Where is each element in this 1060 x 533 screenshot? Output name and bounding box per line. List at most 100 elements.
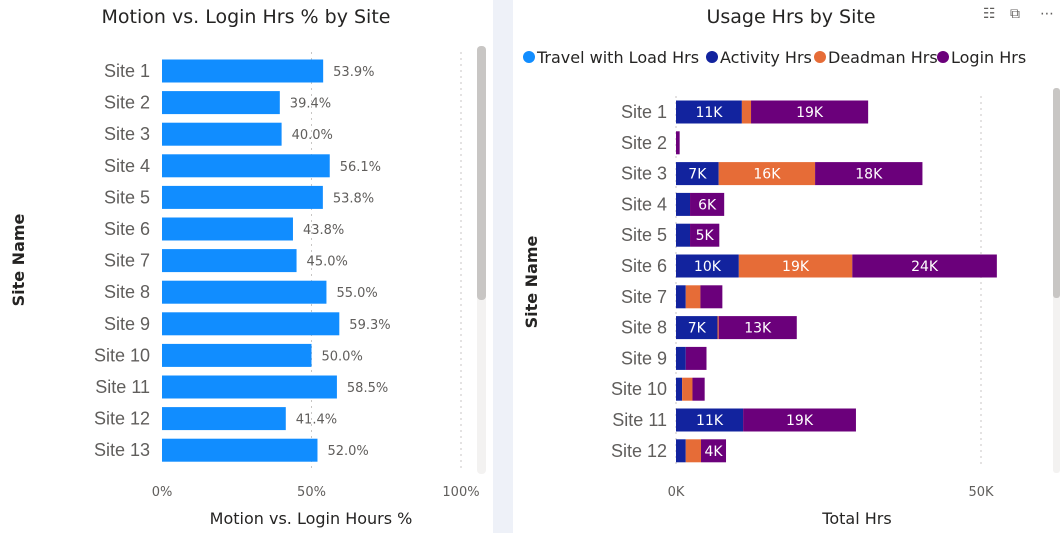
bar[interactable] [162,407,286,431]
y-tick-label: Site 13 [94,440,150,460]
focus-mode-icon[interactable]: ⧉ [1010,6,1020,22]
bar[interactable] [162,375,337,399]
bar-segment[interactable] [690,223,720,247]
more-options-icon[interactable]: ⋯ [1040,6,1054,22]
bar-segment[interactable] [700,285,723,309]
bar[interactable] [162,312,340,336]
x-tick-label: 50% [297,485,326,500]
bar-segment[interactable] [718,162,816,186]
bar-segment[interactable] [676,316,718,340]
bar-segment[interactable] [815,162,923,186]
legend-item[interactable]: Activity Hrs [706,48,812,67]
x-axis-title: Total Hrs [821,509,891,528]
data-label: 5K [696,228,715,244]
data-label: 7K [688,167,707,183]
data-label: 7K [688,321,707,337]
bar-segment[interactable] [738,254,853,278]
bar-segment[interactable] [751,100,869,124]
data-label: 55.0% [336,286,377,301]
y-tick-label: Site 8 [621,318,667,338]
y-axis-title: Site Name [522,235,541,328]
bar-segment[interactable] [676,285,686,309]
y-tick-label: Site 2 [104,93,150,113]
bar-segment[interactable] [676,223,691,247]
bar-segment[interactable] [701,439,727,463]
bar-segment[interactable] [676,100,742,124]
bar-segment[interactable] [676,346,686,370]
legend-item[interactable]: Travel with Load Hrs [523,48,699,67]
bar[interactable] [162,343,312,367]
x-tick-label: 100% [442,485,479,500]
y-tick-label: Site 10 [94,345,150,365]
legend-marker [523,51,535,63]
data-label: 24K [911,259,939,275]
data-label: 19K [782,259,810,275]
bar-segment[interactable] [692,377,705,401]
data-label: 59.3% [349,318,390,333]
bar[interactable] [162,280,327,304]
bar-segment[interactable] [676,377,683,401]
scrollbar-thumb[interactable] [1053,88,1060,298]
data-label: 45.0% [307,255,348,270]
bar-segment[interactable] [676,192,691,216]
data-label: 11K [696,413,724,429]
filter-icon[interactable]: ☷ [983,6,996,22]
bar[interactable] [162,91,280,115]
y-tick-label: Site 3 [621,164,667,184]
bar-segment[interactable] [685,439,702,463]
data-label: 11K [695,105,723,121]
x-tick-label: 0K [668,485,685,500]
bar[interactable] [162,185,323,209]
bar-segment[interactable] [676,439,686,463]
bar[interactable] [162,122,282,146]
bar-segment[interactable] [676,408,744,432]
bar-segment[interactable] [718,316,797,340]
bar-segment[interactable] [676,131,680,155]
y-tick-label: Site 10 [611,379,667,399]
y-tick-label: Site 7 [104,251,150,271]
y-tick-label: Site 1 [621,102,667,122]
y-tick-label: Site 11 [612,410,667,430]
bar[interactable] [162,217,293,241]
y-tick-label: Site 11 [95,377,150,397]
bar-segment[interactable] [685,346,707,370]
bar-segment[interactable] [676,254,739,278]
data-label: 16K [753,167,781,183]
bar[interactable] [162,438,318,462]
motion-login-chart: Motion vs. Login Hrs % by Site Site 1 53.9… [9,6,486,528]
y-tick-label: Site 12 [94,409,150,429]
y-tick-label: Site 4 [621,194,667,214]
bar-segment[interactable] [741,100,752,124]
legend-marker [937,51,949,63]
legend-label: Deadman Hrs [828,48,938,67]
scrollbar-thumb[interactable] [477,46,486,300]
legend-label: Login Hrs [951,48,1026,67]
data-label: 6K [698,197,717,213]
bar-segment[interactable] [682,377,693,401]
data-label: 43.8% [303,223,344,238]
bar-segment[interactable] [743,408,856,432]
bar-segment[interactable] [685,285,701,309]
y-tick-label: Site 12 [611,441,667,461]
bar-segment[interactable] [676,162,719,186]
y-tick-label: Site 2 [621,133,667,153]
bar[interactable] [162,154,330,178]
bar-segment[interactable] [852,254,997,278]
y-tick-label: Site 8 [104,282,150,302]
y-tick-label: Site 9 [104,314,150,334]
data-label: 18K [855,167,883,183]
bar-segment[interactable] [717,316,719,340]
bar[interactable] [162,249,297,273]
y-tick-label: Site 6 [104,219,150,239]
data-label: 39.4% [290,97,331,112]
data-label: 53.9% [333,65,374,80]
bar[interactable] [162,59,324,83]
legend-label: Activity Hrs [720,48,812,67]
motion-login-chart-panel: Motion vs. Login Hrs % by Site Site 1 53.9… [0,0,493,533]
legend-item[interactable]: Deadman Hrs [814,48,938,67]
chart-title: Motion vs. Login Hrs % by Site [102,6,391,28]
data-label: 4K [704,444,723,460]
legend-item[interactable]: Login Hrs [937,48,1026,67]
bar-segment[interactable] [690,192,725,216]
y-tick-label: Site 9 [621,348,667,368]
